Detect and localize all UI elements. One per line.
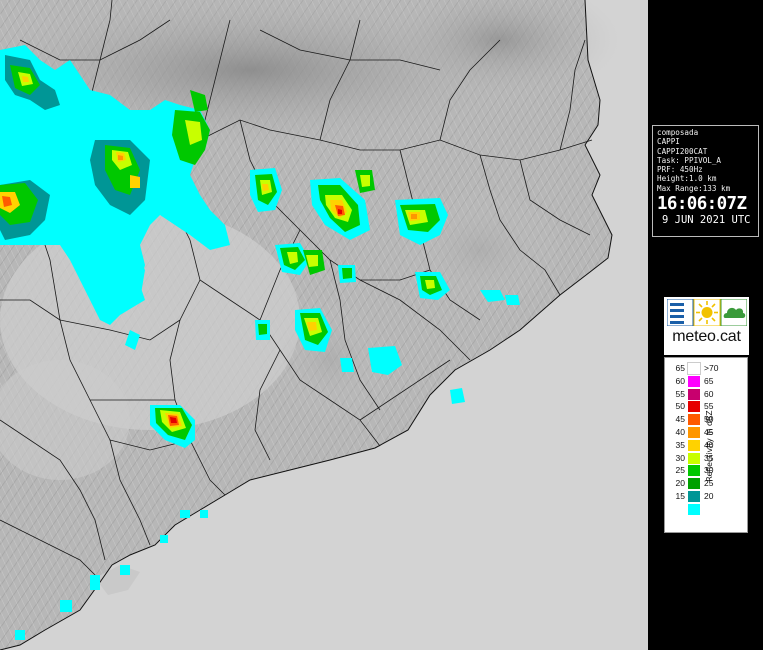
sun-icon	[693, 299, 721, 326]
legend-swatch	[688, 478, 700, 490]
legend-row: 20 25	[665, 478, 749, 490]
legend-swatch	[687, 362, 701, 375]
legend-high-value: >70	[704, 363, 719, 373]
legend-row: 55 60	[665, 388, 749, 400]
legend-swatch	[688, 465, 700, 477]
legend-high-value: 20	[704, 491, 714, 501]
legend-low-value: 25	[675, 465, 685, 476]
legend-low-value: 30	[675, 452, 685, 463]
radar-echoes	[0, 45, 520, 640]
legend-swatch	[688, 503, 700, 515]
info-line: CAPPI	[657, 137, 680, 147]
legend-swatch	[688, 439, 700, 451]
map-svg	[0, 0, 620, 650]
time-label: 16:06:07Z	[657, 194, 747, 215]
legend-high-value: 65	[704, 375, 714, 386]
legend-row: 40 45	[665, 427, 749, 438]
legend-swatch	[688, 427, 700, 438]
legend-high-value: 55	[704, 401, 714, 412]
legend-low-value: 15	[675, 491, 685, 501]
legend-swatch	[688, 491, 700, 502]
legend-low-value: 55	[675, 388, 685, 399]
legend-low-value: 45	[675, 414, 685, 425]
legend-title: Reflectivity in dBZ	[705, 410, 714, 482]
info-line: CAPPI200CAT	[657, 146, 708, 156]
legend-swatch	[688, 388, 700, 400]
legend-row: 60 65	[665, 375, 749, 387]
date-label: 9 JUN 2021 UTC	[662, 214, 751, 227]
info-line: Height:1.0 km	[657, 174, 717, 184]
legend-high-value: 30	[704, 465, 714, 476]
legend-low-value: 20	[675, 478, 685, 489]
legend-low-value: 35	[675, 439, 685, 450]
info-box: composada CAPPI CAPPI200CAT Task: PPIVOL…	[652, 125, 759, 237]
legend-row	[665, 503, 749, 515]
sidebar: composada CAPPI CAPPI200CAT Task: PPIVOL…	[648, 0, 763, 650]
legend-swatch	[688, 375, 700, 387]
legend-row: 30 35	[665, 452, 749, 464]
cloud-icon	[720, 299, 747, 326]
legend-low-value: 50	[675, 401, 685, 412]
legend-high-value: 35	[704, 452, 714, 463]
meteocat-logo: meteo.cat	[664, 297, 749, 355]
legend-swatch	[688, 414, 700, 426]
legend-high-value: 45	[704, 427, 714, 437]
info-line: composada	[657, 128, 699, 137]
coastline	[0, 0, 613, 650]
legend-row: 25 30	[665, 465, 749, 477]
legend-low-value: 40	[675, 427, 685, 437]
legend-swatch	[688, 452, 700, 464]
legend-high-value: 40	[704, 439, 714, 450]
info-line: PRF: 450Hz	[657, 165, 703, 175]
legend-row: 50 55	[665, 401, 749, 413]
radar-map[interactable]	[0, 0, 648, 650]
logo-text: meteo.cat	[672, 328, 741, 345]
reflectivity-legend: 65 >70 60 65 55 60 50 55 45 50 40 45 35 40 30 35 25 30 20 2…	[664, 357, 748, 533]
info-line: Task: PPIVOL_A	[657, 155, 722, 165]
legend-row: 65 >70	[665, 362, 749, 375]
legend-row: 35 40	[665, 439, 749, 451]
legend-row: 45 50	[665, 414, 749, 426]
fog-icon	[667, 299, 694, 326]
info-line: Max Range:133 km	[657, 183, 731, 193]
legend-low-value: 65	[675, 363, 685, 373]
legend-high-value: 25	[704, 478, 714, 489]
logo-icons	[667, 299, 747, 326]
legend-high-value: 60	[704, 388, 714, 399]
legend-swatch	[688, 401, 700, 413]
legend-row: 15 20	[665, 491, 749, 502]
legend-high-value: 50	[704, 414, 714, 425]
legend-low-value: 60	[675, 375, 685, 386]
